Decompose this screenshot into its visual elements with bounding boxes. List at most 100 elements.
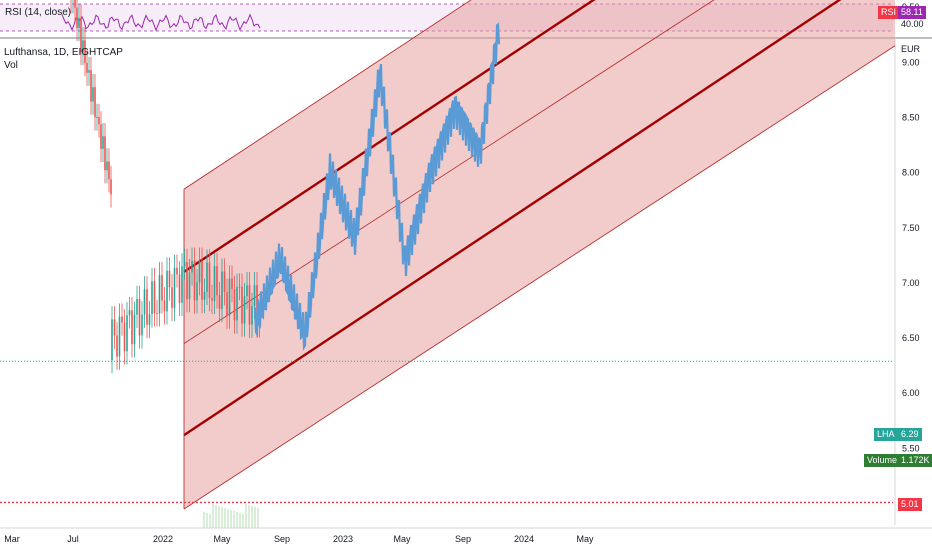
- candle-body: [92, 87, 94, 102]
- candle-body: [166, 270, 168, 312]
- candle-body: [118, 316, 121, 357]
- candle-body: [206, 262, 208, 292]
- candle-body: [168, 270, 171, 288]
- candle-body: [94, 87, 96, 118]
- rsi-name-badge: RSI: [878, 6, 900, 19]
- candle-body: [253, 285, 256, 306]
- candle-body: [104, 136, 106, 171]
- time-tick-label: 2024: [514, 534, 534, 544]
- candle-body: [78, 17, 80, 28]
- time-tick-label: May: [213, 534, 231, 544]
- candle-body: [80, 17, 82, 52]
- candle-body: [126, 315, 128, 352]
- candle-body: [226, 292, 228, 316]
- price-tick-label: 6.50: [902, 333, 920, 343]
- price-tick-label: 7.00: [902, 278, 920, 288]
- candle-body: [191, 260, 193, 273]
- candle-body: [193, 260, 196, 301]
- rsi-value-badge: 58.11: [898, 6, 926, 19]
- candle-body: [173, 267, 176, 308]
- candle-body: [116, 335, 118, 357]
- volume-bar: [206, 513, 208, 528]
- time-tick-label: 2022: [153, 534, 173, 544]
- candle-body: [223, 271, 226, 293]
- candle-body: [233, 289, 236, 321]
- candle-body: [228, 278, 231, 316]
- price-tick-label: 8.50: [902, 112, 920, 122]
- candle-body: [243, 296, 246, 324]
- candle-body: [211, 297, 213, 301]
- volume-bar: [233, 511, 235, 528]
- candle-body: [106, 161, 108, 171]
- candle-body: [148, 314, 151, 325]
- candle-body: [90, 70, 92, 102]
- candle-body: [100, 124, 102, 149]
- candle-body: [113, 319, 116, 336]
- candle-body: [128, 310, 131, 316]
- candle-body: [82, 40, 84, 52]
- candle-body: [153, 281, 156, 314]
- candle-body: [236, 286, 238, 321]
- volume-bar: [248, 505, 250, 528]
- last-price-badge: 6.29: [898, 428, 922, 441]
- volume-bar: [230, 510, 232, 528]
- candle-body: [231, 278, 233, 290]
- time-tick-label: May: [576, 534, 594, 544]
- candle-body: [76, 7, 78, 28]
- time-tick-label: Mar: [4, 534, 20, 544]
- candle-body: [156, 313, 158, 315]
- price-tick-label: 8.00: [902, 168, 920, 178]
- time-tick-label: Jul: [67, 534, 79, 544]
- symbol-title[interactable]: Lufthansa, 1D, EIGHTCAP: [4, 47, 123, 58]
- price-line: [253, 22, 501, 351]
- volume-bar: [203, 512, 205, 528]
- rsi-line: [61, 13, 261, 32]
- candle-body: [74, 0, 76, 8]
- candle-body: [183, 262, 186, 267]
- price-tick-label: 9.00: [902, 57, 920, 67]
- volume-bar: [254, 507, 256, 528]
- channel-bold-line: [183, 0, 596, 273]
- volume-indicator-label[interactable]: Vol: [4, 60, 18, 71]
- volume-bar: [218, 506, 220, 528]
- candle-body: [84, 40, 86, 63]
- candle-body: [196, 282, 198, 301]
- volume-bar: [209, 514, 211, 528]
- candle-body: [213, 266, 216, 301]
- rsi-indicator-label[interactable]: RSI (14, close): [5, 7, 72, 18]
- price-tick-label: 7.50: [902, 223, 920, 233]
- candle-body: [136, 299, 138, 315]
- regression-channel-fill: [184, 0, 895, 510]
- candle-body: [163, 300, 166, 312]
- candle-body: [161, 275, 163, 301]
- candle-body: [151, 281, 153, 315]
- candle-body: [111, 319, 113, 361]
- candle-body: [246, 285, 248, 297]
- candle-body: [86, 62, 88, 73]
- time-tick-label: May: [393, 534, 411, 544]
- volume-bar: [224, 508, 226, 528]
- candle-body: [102, 136, 104, 149]
- volume-name-badge: Volume: [864, 454, 901, 467]
- candle-body: [96, 116, 98, 118]
- volume-bar: [227, 509, 229, 528]
- candle-body: [251, 305, 253, 325]
- candle-body: [143, 289, 146, 315]
- channel-line: [183, 0, 715, 344]
- low-price-badge: 5.01: [898, 498, 922, 511]
- volume-bar: [251, 506, 253, 528]
- channel-line: [183, 45, 896, 510]
- candle-body: [110, 179, 112, 195]
- candle-body: [186, 262, 188, 300]
- time-tick-label: Sep: [455, 534, 471, 544]
- volume-value-badge: 1.172K: [898, 454, 932, 467]
- candle-body: [146, 289, 148, 325]
- candle-body: [181, 266, 183, 303]
- candle-body: [203, 291, 206, 300]
- candle-body: [221, 271, 223, 309]
- channel-line: [183, 0, 472, 190]
- candle-body: [248, 285, 251, 325]
- channel-bold-line: [183, 0, 842, 437]
